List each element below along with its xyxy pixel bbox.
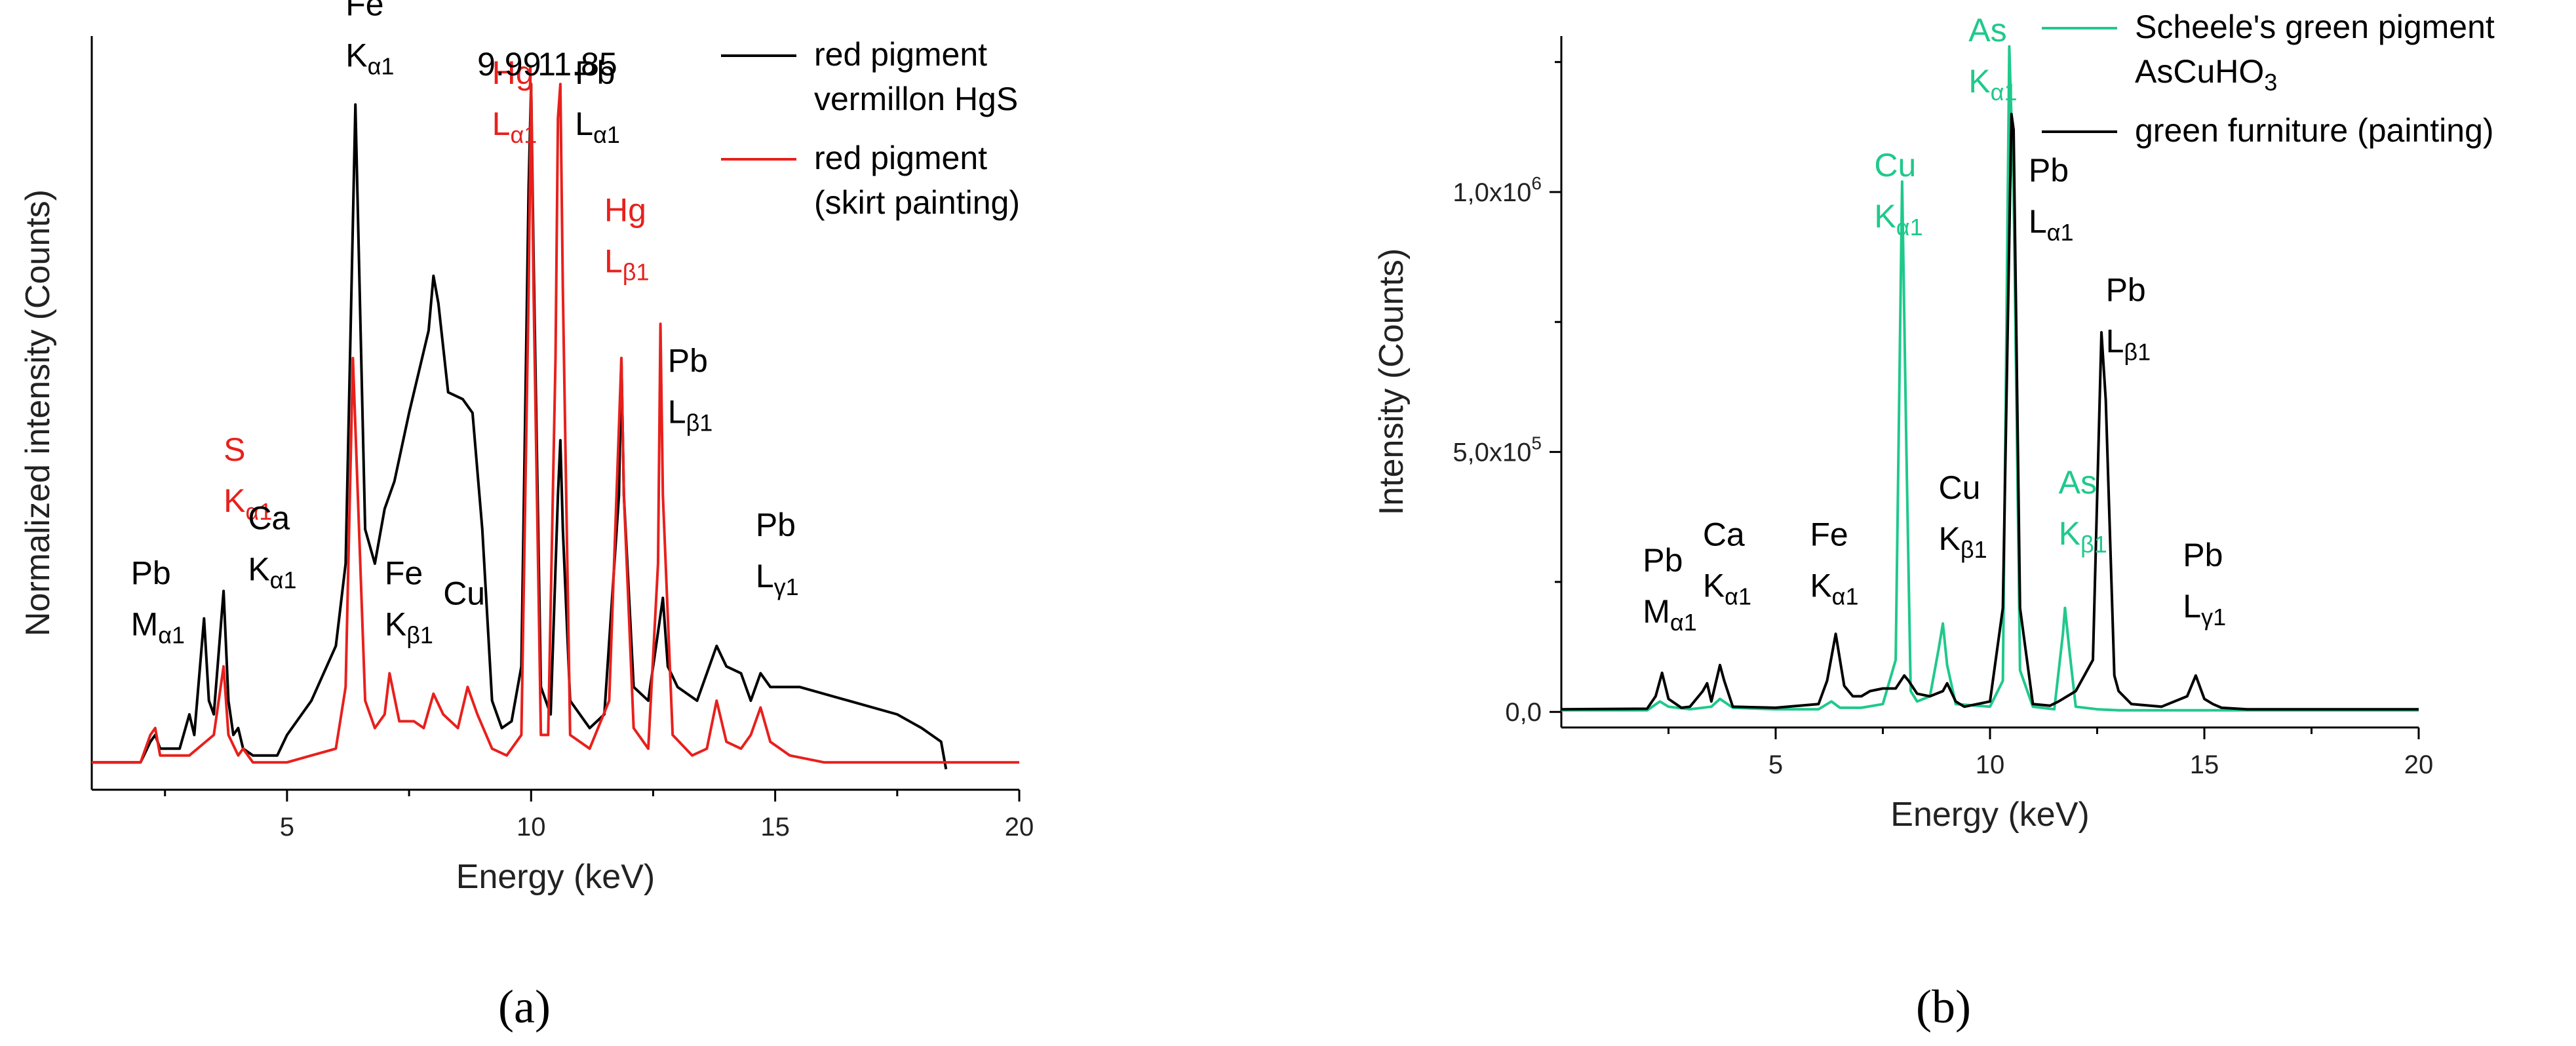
series-line-0 [1561,45,2419,712]
peak-sublabel: Mα1 [131,606,185,648]
peak-energy-label: 11.85 [537,46,617,83]
x-axis-label: Energy (keV) [456,858,655,896]
x-tick-label: 15 [2190,750,2219,779]
peak-sublabel: Lα1 [575,106,620,148]
peak-label: Pb [756,507,796,543]
peak-label: Cu [1874,147,1916,184]
peak-sublabel: Kβ1 [2059,515,2107,558]
peak-sublabel: Kα1 [1703,567,1751,610]
legend-entry-0: AsCuHO3 [2135,53,2277,96]
peak-label: Pb [668,342,708,379]
peak-label: Pb [2106,272,2146,309]
x-tick-label: 10 [1976,750,2005,779]
peak-sublabel: Lγ1 [2183,588,2226,630]
peak-sublabel: Lβ1 [668,393,713,436]
peak-energy-label: 9.99 [477,46,541,83]
chart-b: 5 10 15 20 0,0 5,0x105 1,0x106 Energy (keV) Inte… [1373,9,2495,1033]
peak-label: Hg [492,54,534,91]
peak-sublabel: Kα1 [1968,63,2017,106]
peak-sublabel: Kα1 [1810,567,1858,610]
legend-entry-0: vermillon HgS [814,81,1018,117]
peak-sublabel: Lγ1 [756,558,799,600]
series-line-1 [1561,113,2419,711]
x-axis-label: Energy (keV) [1890,796,2089,834]
panel-label: (a) [498,980,551,1033]
peak-sublabel: Mα1 [1643,593,1697,636]
series-line-1 [92,83,1019,764]
x-tick-label: 20 [1005,813,1034,842]
y-tick-label: 1,0x106 [1453,173,1542,207]
peak-label: As [2059,464,2097,501]
y-tick-label: 5,0x105 [1453,433,1542,467]
x-tick-label: 10 [517,813,546,842]
peak-label: Fe [1810,516,1848,552]
peak-label: Pb [2183,537,2223,573]
peak-label: S [224,431,245,468]
peak-label: Fe [345,0,383,23]
peak-sublabel: Lβ1 [604,242,650,285]
peak-label: Ca [1703,516,1745,552]
peak-label: Ca [248,500,290,537]
series-line-0 [92,83,948,769]
legend-entry-1: (skirt painting) [814,184,1020,221]
legend-entry-0: Scheele's green pigment [2135,9,2495,45]
peak-sublabel: Kα1 [1874,198,1922,241]
peak-label: Pb [1643,542,1683,579]
peak-sublabel: Lβ1 [2106,323,2151,366]
x-tick-label: 20 [2404,750,2434,779]
peak-label: Hg [604,191,646,228]
peak-label: Fe [385,554,423,591]
x-tick-label: 15 [760,813,790,842]
peak-label: Pb [131,554,171,591]
peak-sublabel: Lα1 [492,106,537,148]
chart-a: 5 10 15 20 Energy (keV) Normalized intensity … [19,0,1034,1033]
peak-sublabel: Kβ1 [385,606,433,648]
peak-label: As [1968,12,2006,48]
peak-sublabel: Lα1 [2029,203,2074,246]
legend-entry-1: red pigment [814,140,987,176]
y-axis-label: Normalized intensity (Counts) [19,189,57,636]
peak-sublabel: Kα1 [248,551,296,594]
y-axis-label: Intensity (Counts) [1373,248,1411,516]
peak-label: Pb [575,54,615,91]
peak-sublabel: Kα1 [345,37,394,80]
y-tick-label: 0,0 [1505,698,1542,727]
peak-label: Cu [443,575,485,612]
x-tick-label: 5 [280,813,294,842]
legend-entry-1: green furniture (painting) [2135,112,2494,149]
x-tick-label: 5 [1768,750,1783,779]
peak-label: Pb [2029,152,2069,189]
peak-sublabel: Kβ1 [1939,520,1987,563]
panel-label: (b) [1916,980,1971,1033]
peak-sublabel: Kα1 [224,482,272,525]
legend-entry-0: red pigment [814,36,987,73]
peak-label: Cu [1939,469,1981,506]
